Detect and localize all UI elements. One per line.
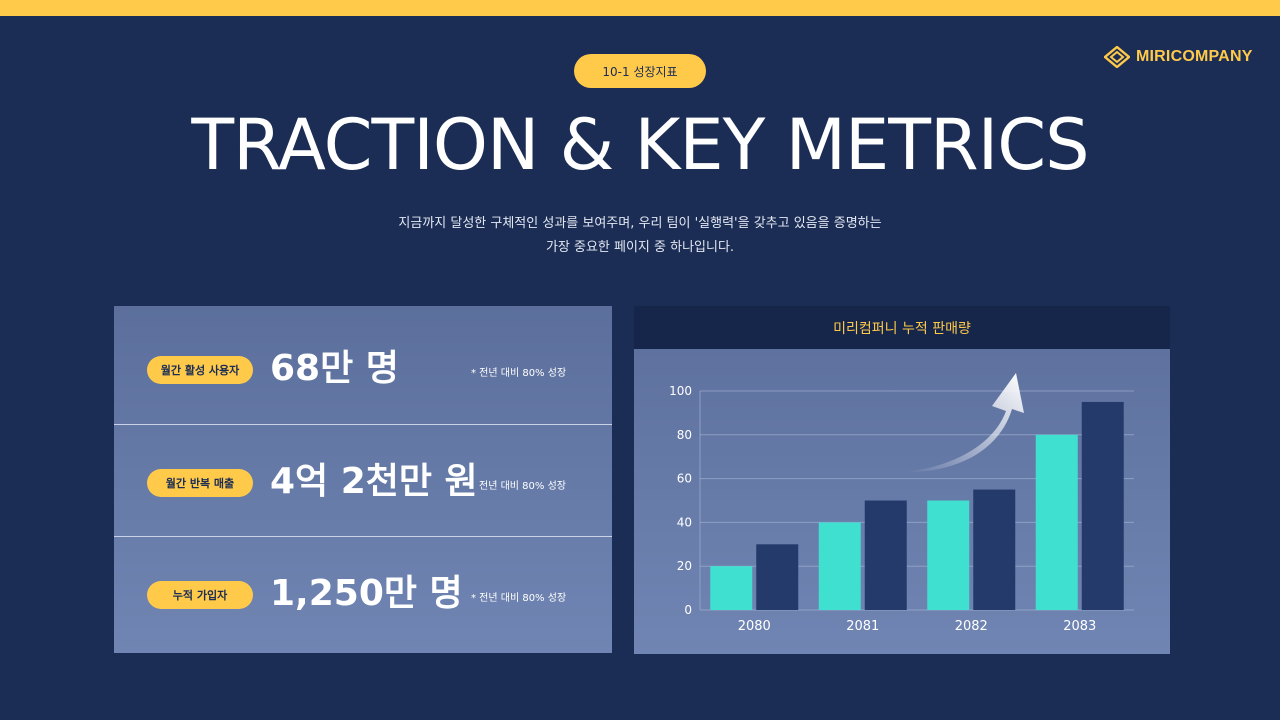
- metric-value: 4억 2천만 원: [270, 461, 478, 502]
- section-label: 10-1 성장지표: [574, 54, 706, 88]
- bar: [756, 544, 799, 610]
- bar: [710, 566, 753, 610]
- diamond-logo-icon: [1104, 46, 1130, 68]
- bar: [927, 500, 970, 610]
- metric-row: 월간 반복 매출 4억 2천만 원 전년 대비 80% 성장: [114, 425, 612, 537]
- metric-label: 누적 가입자: [147, 581, 253, 609]
- brand-name: MIRICOMPANY: [1136, 48, 1253, 65]
- page-title: TRACTION & KEY METRICS: [191, 104, 1089, 186]
- chart-title: 미리컴퍼니 누적 판매량: [634, 306, 1170, 349]
- x-tick-label: 2081: [846, 619, 879, 634]
- bar-chart: 0 20 40 60 80 100 2080 2081 2082 2083: [669, 373, 1134, 634]
- y-tick-label: 60: [677, 472, 692, 486]
- bar: [864, 500, 907, 610]
- x-tick-label: 2083: [1063, 619, 1096, 634]
- metric-value: 68만 명: [270, 348, 399, 389]
- metric-row: 월간 활성 사용자 68만 명 * 전년 대비 80% 성장: [114, 312, 612, 424]
- metric-value: 1,250만 명: [270, 573, 463, 614]
- bar: [973, 489, 1016, 610]
- x-tick-label: 2080: [738, 619, 771, 634]
- metric-note: * 전년 대비 80% 성장: [471, 368, 567, 379]
- subtitle-line-2: 가장 중요한 페이지 중 하나입니다.: [545, 240, 735, 255]
- y-tick-label: 0: [684, 603, 692, 617]
- brand-logo: MIRICOMPANY: [1104, 46, 1253, 68]
- metric-divider: [114, 536, 612, 537]
- metric-divider: [114, 424, 612, 425]
- trend-arrow-icon: [904, 373, 1024, 473]
- bar: [1035, 434, 1078, 610]
- bar: [818, 522, 861, 610]
- metric-label: 월간 반복 매출: [147, 469, 253, 497]
- metric-note: * 전년 대비 80% 성장: [471, 593, 567, 604]
- metric-row: 누적 가입자 1,250만 명 * 전년 대비 80% 성장: [114, 537, 612, 649]
- top-accent-bar: [0, 0, 1280, 16]
- x-tick-label: 2082: [955, 619, 988, 634]
- metrics-panel: 월간 활성 사용자 68만 명 * 전년 대비 80% 성장 월간 반복 매출 …: [114, 306, 612, 653]
- metric-note: 전년 대비 80% 성장: [479, 481, 566, 492]
- metric-label: 월간 활성 사용자: [147, 356, 253, 384]
- page-subtitle: 지금까지 달성한 구체적인 성과를 보여주며, 우리 팀이 '실행력'을 갖추고…: [340, 212, 940, 260]
- y-tick-label: 80: [677, 428, 692, 442]
- chart-panel: 미리컴퍼니 누적 판매량 0 20 40 60 80 100 2080 2081 2082 208…: [634, 306, 1170, 654]
- bar: [1081, 401, 1124, 610]
- y-tick-label: 100: [669, 384, 692, 398]
- y-tick-label: 40: [677, 515, 692, 529]
- subtitle-line-1: 지금까지 달성한 구체적인 성과를 보여주며, 우리 팀이 '실행력'을 갖추고…: [398, 216, 882, 231]
- y-tick-label: 20: [677, 559, 692, 573]
